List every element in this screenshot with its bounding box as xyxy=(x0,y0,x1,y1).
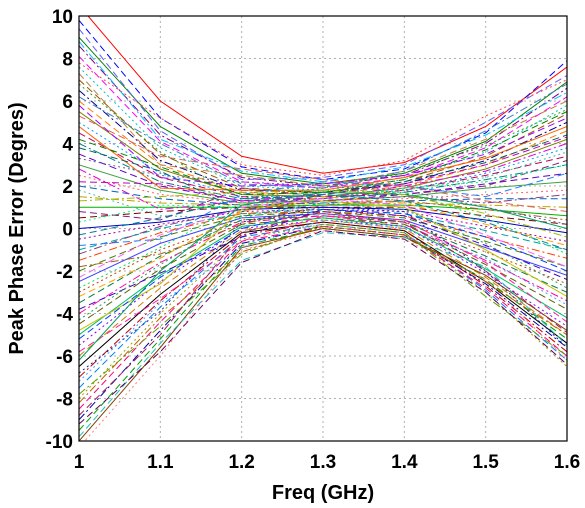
series-line-3 xyxy=(79,36,567,185)
series-line-46 xyxy=(79,83,567,200)
series-line-59 xyxy=(79,206,567,374)
series-line-68 xyxy=(79,194,567,255)
plot-frame xyxy=(78,15,568,442)
series-line-56 xyxy=(79,208,567,310)
series-line-13 xyxy=(79,143,567,200)
series-line-1 xyxy=(87,16,567,174)
series-line-62 xyxy=(79,232,567,438)
series-line-79 xyxy=(79,198,567,278)
series-line-26 xyxy=(79,213,567,283)
series-line-64 xyxy=(79,83,567,189)
x-tick-label: 1.1 xyxy=(147,452,174,473)
series-line-75 xyxy=(79,115,567,212)
y-tick-label: 6 xyxy=(62,92,73,113)
x-tick-label: 1.6 xyxy=(554,452,580,473)
series-line-77 xyxy=(79,189,567,238)
series-group xyxy=(79,16,567,441)
series-line-53 xyxy=(79,172,567,246)
y-tick-label: -4 xyxy=(56,305,73,326)
y-tick-label: 2 xyxy=(62,177,73,198)
series-line-37 xyxy=(79,223,567,399)
x-tick-label: 1.5 xyxy=(472,452,499,473)
series-line-69 xyxy=(79,196,567,297)
series-line-58 xyxy=(79,215,567,353)
y-tick-label: 0 xyxy=(62,220,73,241)
series-line-33 xyxy=(79,219,567,357)
series-line-36 xyxy=(79,223,567,389)
y-axis-title: Peak Phase Error (Degres) xyxy=(6,102,28,354)
x-axis-ticks: 1 1.1 1.2 1.3 1.4 1.5 1.6 xyxy=(74,452,581,473)
series-line-72 xyxy=(79,225,567,404)
y-tick-label: 10 xyxy=(52,7,73,28)
x-tick-label: 1 xyxy=(74,452,85,473)
series-line-24 xyxy=(79,210,567,261)
series-line-80 xyxy=(79,202,567,321)
x-tick-label: 1.2 xyxy=(228,452,254,473)
series-line-61 xyxy=(79,210,567,416)
y-axis-ticks: 10 8 6 4 2 0 -2 -4 -6 -8 -10 xyxy=(46,7,74,453)
series-line-76 xyxy=(79,157,567,225)
series-line-31 xyxy=(79,217,567,336)
series-line-30 xyxy=(79,217,567,325)
y-tick-label: 4 xyxy=(62,135,73,156)
series-line-25 xyxy=(79,210,567,272)
x-tick-label: 1.4 xyxy=(391,452,418,473)
series-line-57 xyxy=(79,200,567,331)
series-line-38 xyxy=(79,225,567,410)
x-tick-label: 1.3 xyxy=(310,452,336,473)
y-tick-label: 8 xyxy=(62,50,73,71)
series-line-2 xyxy=(79,19,567,181)
series-line-41 xyxy=(79,227,567,441)
series-line-71 xyxy=(79,219,567,382)
series-line-78 xyxy=(79,193,567,251)
y-tick-label: -8 xyxy=(56,390,73,411)
series-line-73 xyxy=(79,230,567,425)
series-line-50 xyxy=(79,143,567,210)
x-axis-title: Freq (GHz) xyxy=(272,482,374,504)
series-line-70 xyxy=(79,208,567,340)
series-line-60 xyxy=(79,223,567,395)
series-line-51 xyxy=(79,151,567,219)
series-line-34 xyxy=(79,221,567,367)
series-line-52 xyxy=(79,160,567,221)
series-line-44 xyxy=(79,41,567,183)
y-tick-label: -2 xyxy=(56,262,73,283)
y-tick-label: -6 xyxy=(56,347,73,368)
y-tick-label: -10 xyxy=(46,432,73,453)
series-line-27 xyxy=(79,213,567,293)
series-line-39 xyxy=(79,225,567,421)
series-line-40 xyxy=(79,227,567,431)
series-line-54 xyxy=(79,200,567,268)
